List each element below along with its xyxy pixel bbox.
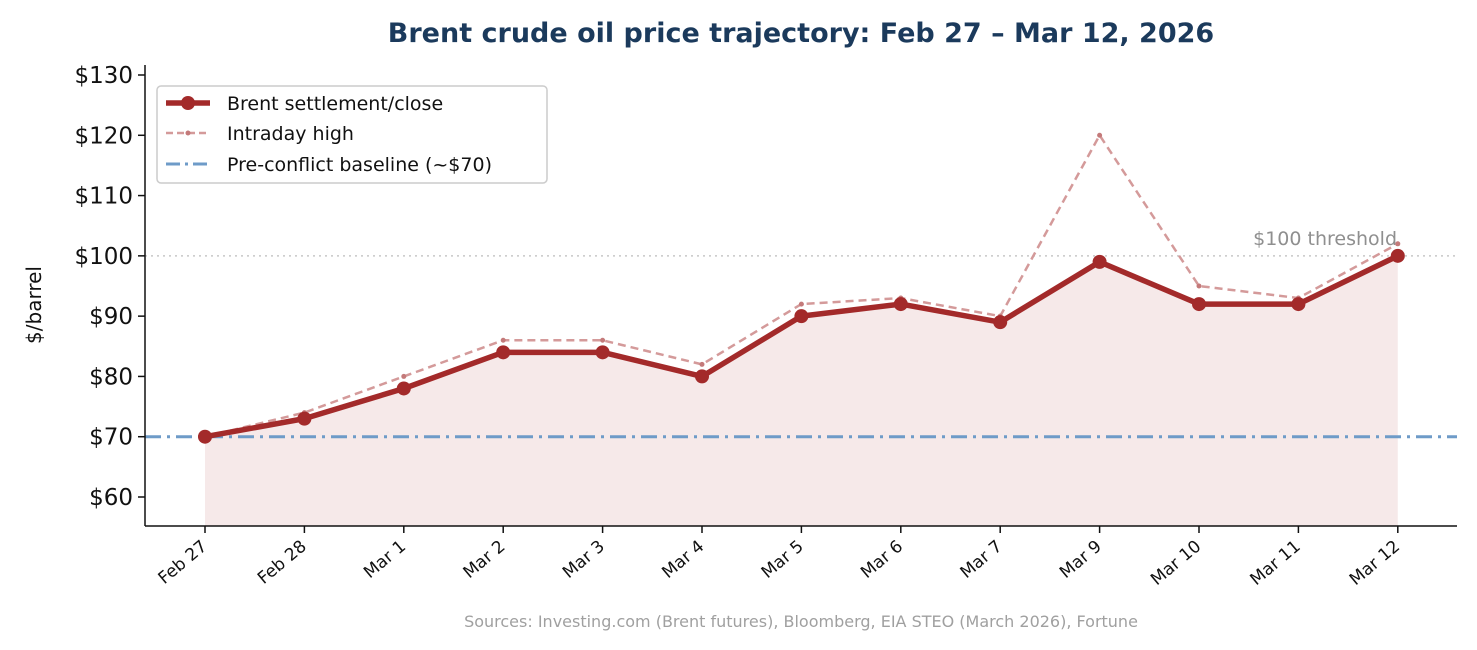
close-point — [496, 345, 511, 360]
x-tick-label: Mar 3 — [559, 537, 609, 583]
x-tick-label: Mar 9 — [1056, 537, 1106, 583]
close-point — [396, 381, 411, 396]
intraday-high-point — [798, 301, 804, 307]
close-point — [893, 297, 908, 312]
x-tick-label: Feb 28 — [254, 537, 311, 589]
close-point — [1390, 248, 1405, 263]
close-point — [1291, 297, 1306, 312]
close-point — [595, 345, 610, 360]
legend-box — [156, 85, 548, 184]
source-note: Sources: Investing.com (Brent futures), … — [464, 612, 1138, 631]
x-tick-label: Mar 7 — [957, 537, 1007, 583]
threshold-label: $100 threshold — [1253, 228, 1397, 250]
intraday-high-point — [500, 337, 506, 343]
intraday-high-point — [1395, 241, 1401, 247]
x-tick-label: Mar 1 — [360, 537, 410, 583]
x-tick-label: Feb 27 — [155, 537, 212, 589]
legend-high-label: Intraday high — [227, 123, 354, 145]
x-tick-label: Mar 11 — [1246, 537, 1304, 590]
intraday-high-point — [1097, 132, 1103, 138]
close-point — [297, 411, 312, 426]
close-point — [1192, 297, 1206, 312]
y-tick-label: $120 — [74, 123, 133, 149]
y-tick-label: $100 — [74, 244, 133, 270]
intraday-high-point — [699, 361, 705, 367]
x-tick-label: Mar 6 — [857, 537, 907, 583]
legend-high-marker — [185, 130, 191, 136]
close-point — [993, 315, 1008, 330]
close-area-fill — [205, 255, 1398, 526]
x-tick-label: Mar 12 — [1346, 537, 1404, 590]
intraday-high-point — [600, 337, 606, 343]
y-tick-label: $110 — [74, 184, 133, 210]
y-axis-label: $/barrel — [22, 266, 46, 344]
y-tick-label: $80 — [89, 364, 133, 390]
legend: Brent settlement/close Intraday high Pre-c… — [156, 85, 548, 184]
chart-title: Brent crude oil price trajectory: Feb 27… — [388, 18, 1214, 49]
legend-close-marker — [181, 96, 195, 110]
legend-baseline-label: Pre-conflict baseline (~$70) — [227, 154, 492, 176]
x-tick-label: Mar 5 — [758, 537, 808, 583]
y-tick-label: $90 — [89, 304, 133, 330]
y-tick-label: $60 — [89, 485, 133, 511]
close-point — [794, 309, 809, 324]
legend-close-label: Brent settlement/close — [227, 93, 443, 115]
intraday-high-point — [401, 373, 407, 379]
x-tick-label: Mar 4 — [658, 537, 708, 583]
close-point — [198, 429, 212, 444]
x-tick-label: Mar 2 — [460, 537, 510, 583]
close-point — [1092, 254, 1107, 269]
close-point — [695, 369, 709, 384]
y-tick-label: $70 — [89, 425, 133, 451]
y-tick-label: $130 — [74, 63, 133, 89]
x-tick-label: Mar 10 — [1147, 537, 1205, 590]
intraday-high-point — [1196, 283, 1202, 289]
